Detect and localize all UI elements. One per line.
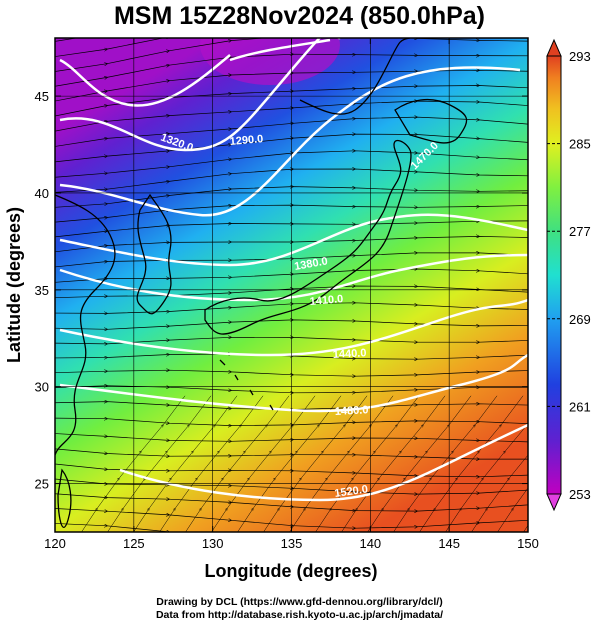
- y-tick-label: 25: [35, 477, 49, 492]
- colorbar: 293 285 277 269 261 253: [546, 38, 591, 512]
- contour-label: 1480.0: [335, 404, 369, 418]
- coastline: [55, 194, 116, 456]
- grid-lines: [55, 38, 528, 532]
- streamlines: [55, 38, 528, 532]
- colorbar-tick-label: 269: [569, 312, 591, 327]
- colorbar-tick-label: 285: [569, 137, 591, 152]
- contour-label: 1410.0: [309, 293, 344, 308]
- x-tick-label: 150: [517, 536, 539, 551]
- x-tick-label: 130: [202, 536, 224, 551]
- coastline: [136, 193, 172, 315]
- colorbar-tick-label: 253: [569, 487, 591, 502]
- contour-line: [59, 66, 521, 217]
- contour-line: [59, 38, 341, 152]
- x-tick-label: 125: [123, 536, 145, 551]
- y-tick-label: 40: [35, 186, 49, 201]
- coastline: [219, 359, 274, 411]
- contour-label: 1290.0: [229, 133, 264, 148]
- y-tick-label: 45: [35, 89, 49, 104]
- credit-data: Data from http://database.rish.kyoto-u.a…: [155, 609, 444, 621]
- y-axis: 25 30 35 40 45: [35, 89, 528, 492]
- contour-label: 1520.0: [334, 483, 369, 500]
- contour-label: 1440.0: [333, 347, 367, 361]
- contour-line: [59, 253, 528, 302]
- credit-drawing: Drawing by DCL (https://www.gfd-dennou.o…: [156, 596, 443, 608]
- coastline: [204, 139, 412, 335]
- y-tick-label: 30: [35, 380, 49, 395]
- x-tick-label: 140: [359, 536, 381, 551]
- colorbar-max-arrow: [546, 38, 562, 57]
- contour-line: [59, 54, 231, 107]
- contour-line: [229, 38, 331, 62]
- x-tick-label: 120: [44, 536, 66, 551]
- coastline: [299, 38, 411, 115]
- colorbar-tick-label: 261: [569, 399, 591, 414]
- coastline: [394, 98, 468, 144]
- contour-label: 1380.0: [293, 255, 328, 273]
- y-tick-label: 35: [35, 283, 49, 298]
- height-contours: [59, 38, 528, 502]
- colorbar-tick-label: 293: [569, 49, 591, 64]
- y-axis-label: Latitude (degrees): [4, 207, 24, 363]
- contour-line: [59, 213, 528, 267]
- x-tick-label: 135: [281, 536, 303, 551]
- coastline: [57, 468, 72, 528]
- contour-line: [119, 423, 528, 502]
- x-tick-label: 145: [438, 536, 460, 551]
- contour-line: [59, 353, 528, 413]
- coastlines: [55, 38, 468, 528]
- x-axis-label: Longitude (degrees): [204, 561, 377, 581]
- contour-line: [59, 298, 528, 357]
- map-title: MSM 15Z28Nov2024 (850.0hPa): [113, 2, 485, 30]
- colorbar-min-arrow: [546, 493, 562, 512]
- x-axis: 120 125 130 135 140 145 150: [44, 38, 539, 551]
- colorbar-tick-label: 277: [569, 224, 591, 239]
